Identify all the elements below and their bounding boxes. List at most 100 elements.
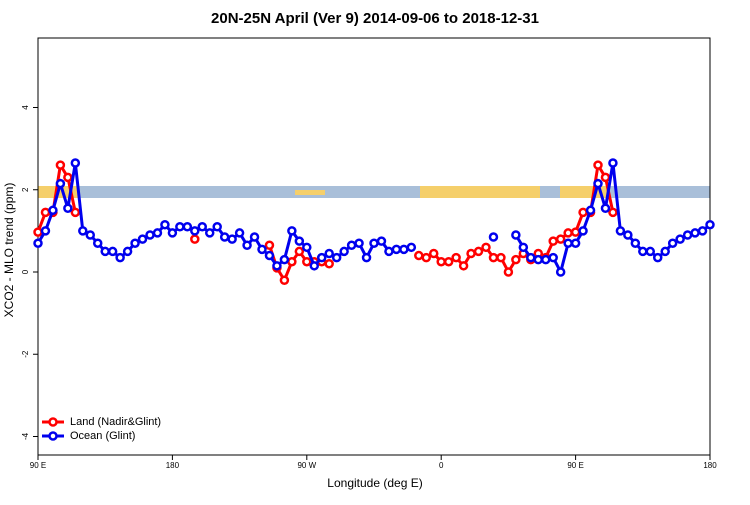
point — [548, 236, 558, 246]
point — [503, 267, 514, 277]
point — [414, 250, 424, 261]
point — [540, 254, 551, 265]
point — [563, 238, 573, 248]
point — [354, 238, 364, 248]
point — [466, 248, 476, 259]
point — [652, 252, 663, 263]
point — [451, 252, 461, 263]
x-tick-label: 90 E — [30, 461, 46, 470]
point — [316, 252, 327, 263]
point — [391, 244, 402, 255]
point — [40, 226, 51, 236]
point — [638, 246, 648, 257]
legend-marker — [48, 417, 58, 427]
point — [518, 242, 529, 253]
point — [428, 248, 439, 259]
point — [294, 236, 305, 246]
point — [264, 250, 275, 261]
point — [443, 256, 454, 267]
point — [100, 246, 110, 257]
y-axis-label: XCO2 - MLO trend (ppm) — [2, 183, 16, 318]
point — [369, 238, 379, 248]
point — [294, 246, 305, 257]
point — [107, 246, 118, 257]
point — [92, 238, 103, 248]
point — [555, 267, 566, 277]
legend-label: Land (Nadir&Glint) — [70, 416, 161, 428]
point — [152, 228, 163, 238]
point — [511, 254, 521, 265]
y-tick-label: 4 — [21, 105, 30, 110]
point — [190, 226, 200, 236]
point — [458, 261, 469, 271]
point — [436, 256, 446, 267]
point — [533, 254, 544, 265]
y-tick-label: -2 — [21, 350, 30, 358]
point — [242, 240, 252, 251]
point — [287, 226, 297, 236]
y-tick-label: -4 — [21, 432, 30, 440]
chart-title: 20N-25N April (Ver 9) 2014-09-06 to 2018… — [211, 10, 539, 27]
point — [555, 234, 566, 244]
map-strip — [38, 186, 710, 198]
point — [212, 222, 222, 232]
point — [324, 248, 334, 259]
point — [70, 207, 81, 218]
point — [361, 252, 372, 263]
point — [630, 238, 641, 248]
point — [309, 261, 320, 271]
point — [85, 230, 96, 240]
legend-marker — [48, 431, 58, 441]
point — [496, 252, 506, 263]
point — [182, 222, 193, 232]
point — [331, 252, 342, 263]
point — [160, 219, 170, 230]
point — [167, 228, 178, 238]
point — [264, 240, 275, 251]
point — [593, 160, 603, 170]
point — [272, 261, 282, 271]
point — [473, 246, 484, 257]
point — [40, 207, 51, 218]
point — [227, 234, 237, 244]
point — [600, 172, 611, 183]
point — [690, 228, 700, 238]
x-tick-label: 0 — [439, 461, 444, 470]
point — [623, 230, 633, 240]
point — [219, 232, 230, 242]
point — [302, 242, 312, 253]
point — [287, 256, 297, 267]
y-tick-label: 2 — [21, 187, 30, 192]
x-tick-label: 90 E — [567, 461, 583, 470]
point — [399, 244, 409, 255]
point — [78, 226, 88, 236]
point — [608, 158, 618, 168]
point — [645, 246, 656, 257]
point — [600, 203, 611, 214]
point — [406, 242, 417, 253]
point — [70, 158, 81, 168]
point — [384, 246, 394, 257]
point — [488, 232, 499, 242]
point — [593, 178, 603, 189]
point — [257, 244, 267, 255]
point — [190, 234, 200, 244]
point — [675, 234, 685, 244]
point — [376, 236, 387, 246]
point — [33, 238, 43, 248]
point — [204, 228, 215, 238]
point — [488, 252, 499, 263]
point — [548, 252, 558, 263]
point — [130, 238, 140, 248]
point — [55, 160, 66, 170]
point — [63, 172, 73, 183]
point — [279, 275, 290, 285]
point — [324, 259, 334, 269]
point — [234, 228, 245, 238]
point — [137, 234, 148, 244]
x-tick-label: 180 — [166, 461, 180, 470]
point — [346, 240, 357, 251]
point — [526, 252, 536, 263]
point — [33, 227, 43, 237]
point — [55, 178, 66, 189]
